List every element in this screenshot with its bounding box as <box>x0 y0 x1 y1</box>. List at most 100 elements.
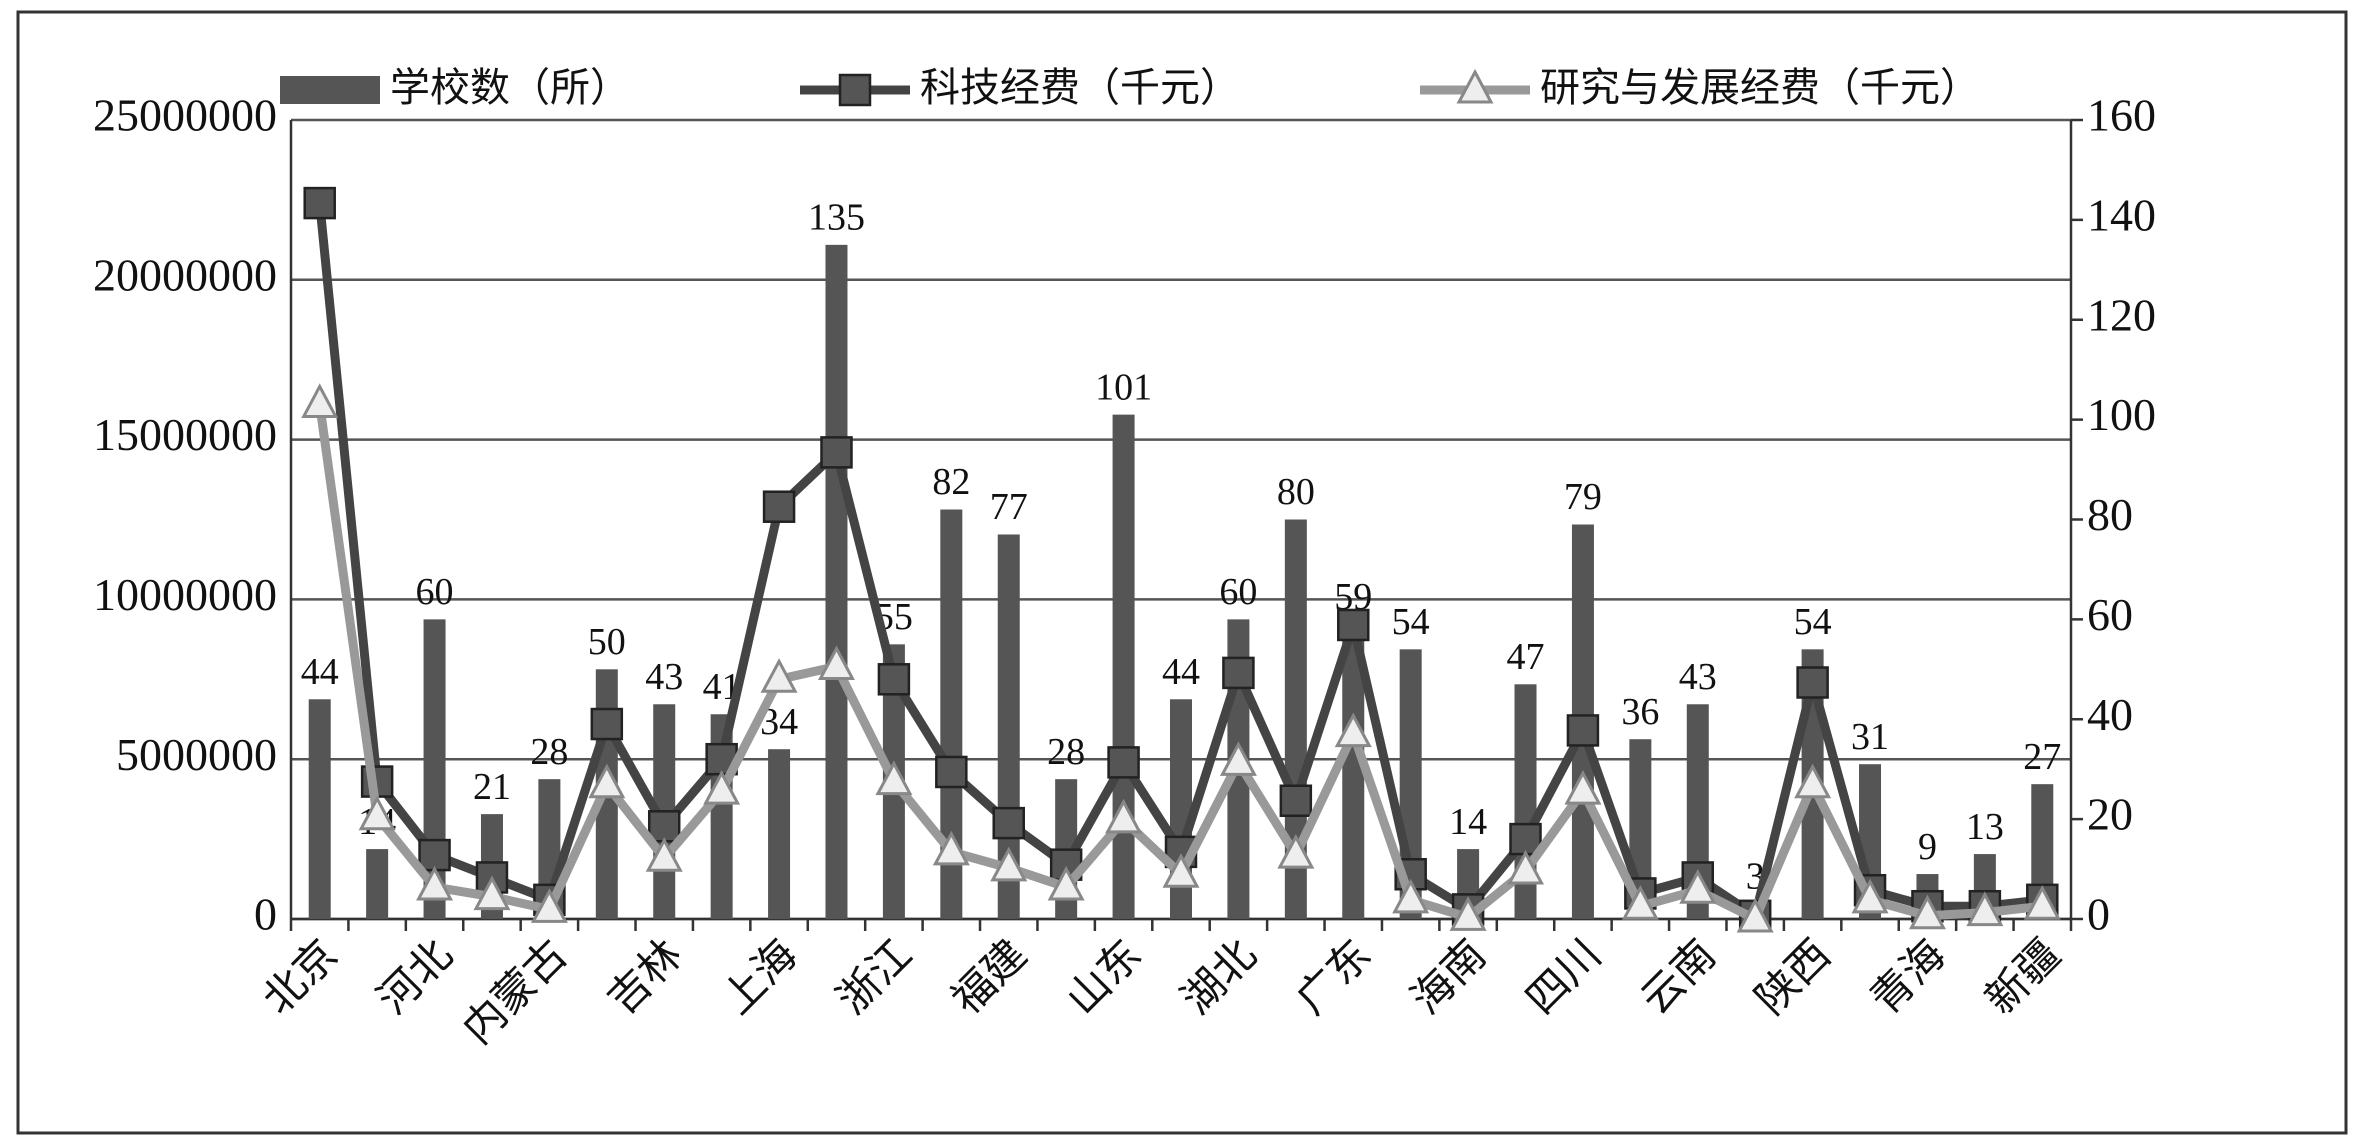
data-label: 101 <box>1095 366 1152 408</box>
marker <box>817 645 855 681</box>
data-label: 28 <box>1047 731 1085 773</box>
marker <box>1222 656 1255 690</box>
bar <box>1112 414 1135 919</box>
y-tick-label: 0 <box>254 889 277 940</box>
marker <box>588 763 626 799</box>
y2-tick-label: 140 <box>2087 189 2156 240</box>
marker <box>1736 897 1774 933</box>
legend-swatch <box>280 76 380 104</box>
legend-marker <box>838 73 872 107</box>
y2-tick-label: 160 <box>2087 90 2156 141</box>
marker <box>590 707 624 741</box>
marker <box>1507 849 1545 885</box>
marker <box>1564 769 1602 805</box>
data-label: 28 <box>530 731 568 773</box>
bar <box>1284 519 1307 919</box>
data-label: 44 <box>1162 651 1200 693</box>
data-label: 50 <box>588 621 626 663</box>
data-label: 43 <box>645 656 683 698</box>
marker <box>1449 896 1487 931</box>
marker <box>303 186 336 220</box>
y2-tick-label: 80 <box>2087 489 2133 540</box>
bar <box>1342 624 1365 919</box>
y2-tick-label: 60 <box>2087 589 2133 640</box>
marker <box>1107 746 1140 779</box>
marker <box>820 436 853 469</box>
marker <box>877 663 911 696</box>
marker <box>1621 885 1659 920</box>
marker <box>358 795 396 831</box>
data-label: 54 <box>1392 601 1430 643</box>
marker <box>645 837 683 872</box>
y-tick-label: 25000000 <box>93 90 277 141</box>
chart-border <box>16 10 2348 1135</box>
y2-tick-label: 100 <box>2087 389 2156 440</box>
bar <box>768 749 791 919</box>
marker <box>703 769 741 805</box>
marker <box>1279 784 1313 817</box>
marker <box>990 846 1028 882</box>
marker <box>992 806 1025 840</box>
marker <box>1794 763 1832 799</box>
legend-label: 学校数（所） <box>390 65 630 111</box>
y2-tick-label: 120 <box>2087 289 2156 340</box>
marker <box>473 875 511 911</box>
marker <box>875 760 913 796</box>
data-label: 44 <box>301 651 339 693</box>
data-label: 14 <box>1449 801 1487 843</box>
bar <box>940 509 963 919</box>
data-label: 43 <box>1679 656 1717 698</box>
data-label: 77 <box>990 486 1028 528</box>
marker <box>1796 666 1829 699</box>
bar <box>825 244 848 919</box>
data-label: 31 <box>1851 716 1889 758</box>
marker <box>1105 798 1143 834</box>
marker <box>1334 712 1372 748</box>
data-label: 27 <box>2023 736 2061 778</box>
marker <box>1908 894 1946 930</box>
marker <box>1277 833 1315 869</box>
marker <box>935 755 968 789</box>
marker <box>530 888 568 923</box>
marker <box>647 810 681 843</box>
bar <box>308 699 331 919</box>
data-label: 47 <box>1507 636 1545 678</box>
bar <box>366 849 389 919</box>
data-label: 60 <box>416 571 454 613</box>
data-label: 54 <box>1794 601 1832 643</box>
y-tick-label: 5000000 <box>116 729 277 780</box>
marker <box>2023 885 2061 920</box>
marker <box>762 490 796 523</box>
legend-marker <box>1456 68 1494 104</box>
data-label: 9 <box>1918 826 1937 868</box>
y2-tick-label: 40 <box>2087 689 2133 740</box>
marker <box>1337 608 1370 642</box>
marker <box>1679 869 1717 904</box>
y2-tick-label: 20 <box>2087 789 2133 840</box>
data-label: 80 <box>1277 471 1315 513</box>
data-label: 135 <box>808 197 865 239</box>
marker <box>1966 891 2004 927</box>
data-label: 36 <box>1621 691 1659 733</box>
marker <box>932 830 970 866</box>
marker <box>301 383 339 418</box>
marker <box>760 658 798 693</box>
legend-label: 研究与发展经费（千元） <box>1540 65 1980 111</box>
marker <box>1047 865 1085 901</box>
marker <box>1509 822 1542 856</box>
marker <box>416 865 454 901</box>
y-tick-label: 10000000 <box>93 569 277 620</box>
marker <box>418 838 451 872</box>
marker <box>1162 853 1200 888</box>
y-tick-label: 20000000 <box>93 249 277 300</box>
marker <box>1851 878 1889 914</box>
data-label: 79 <box>1564 476 1602 518</box>
y-tick-label: 15000000 <box>93 409 277 460</box>
marker <box>1219 741 1257 776</box>
marker <box>1392 878 1430 914</box>
y2-tick-label: 0 <box>2087 889 2110 940</box>
data-label: 21 <box>473 766 511 808</box>
data-label: 82 <box>932 461 970 503</box>
legend-label: 科技经费（千元） <box>920 65 1240 111</box>
